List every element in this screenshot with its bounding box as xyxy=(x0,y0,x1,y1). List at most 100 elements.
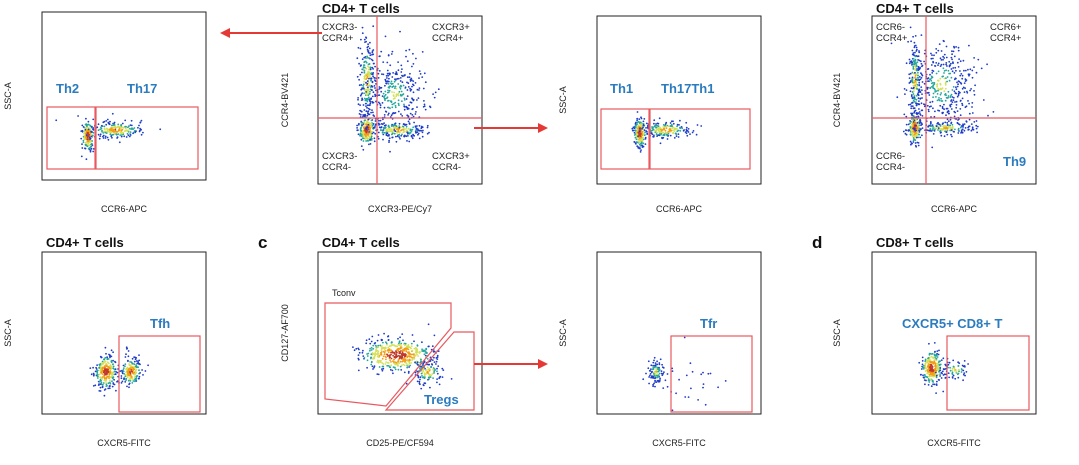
event-dot xyxy=(956,373,959,376)
event-dot xyxy=(105,123,108,126)
event-dot xyxy=(394,124,397,127)
event-dot xyxy=(103,125,106,128)
event-dot xyxy=(105,371,108,374)
event-dot xyxy=(928,124,931,127)
event-dot xyxy=(911,123,913,126)
event-dot xyxy=(395,353,398,356)
event-dot xyxy=(373,62,375,65)
event-dot xyxy=(672,129,674,132)
event-dot xyxy=(138,377,140,380)
event-dot xyxy=(422,370,425,372)
event-dot xyxy=(954,377,957,380)
event-dot xyxy=(423,72,426,75)
event-dot xyxy=(963,360,966,362)
event-dot xyxy=(369,143,372,145)
event-dot xyxy=(86,138,89,141)
event-dot xyxy=(932,84,935,87)
event-dot xyxy=(102,367,105,369)
event-dot xyxy=(92,366,94,369)
event-dot xyxy=(121,380,124,383)
event-dot xyxy=(426,132,429,135)
event-dot xyxy=(391,103,394,106)
event-dot xyxy=(103,365,106,368)
population-label-cxcr5-cd8: CXCR5+ CD8+ T xyxy=(902,316,1002,331)
event-dot xyxy=(904,129,907,132)
cell-density-cloud xyxy=(89,346,150,397)
event-dot xyxy=(409,353,412,355)
event-dot xyxy=(909,26,912,29)
event-dot xyxy=(370,79,373,82)
event-dot xyxy=(923,103,925,106)
event-dot xyxy=(418,87,421,89)
event-dot xyxy=(407,355,410,358)
event-dot xyxy=(933,130,936,132)
event-dot xyxy=(381,95,384,97)
event-dot xyxy=(129,372,132,375)
event-dot xyxy=(414,113,417,115)
event-dot xyxy=(371,66,374,69)
event-dot xyxy=(918,131,921,133)
event-dot xyxy=(951,58,953,61)
event-dot xyxy=(669,134,672,137)
event-dot xyxy=(685,374,688,377)
event-dot xyxy=(115,126,118,129)
event-dot xyxy=(372,344,375,347)
event-dot xyxy=(913,59,915,62)
event-dot xyxy=(426,124,429,127)
event-dot xyxy=(915,98,918,101)
event-dot xyxy=(689,133,691,136)
event-dot xyxy=(390,82,392,85)
event-dot xyxy=(951,135,953,138)
event-dot xyxy=(366,48,369,51)
event-dot xyxy=(398,122,401,125)
event-dot xyxy=(367,63,370,66)
event-dot xyxy=(388,89,391,92)
event-dot xyxy=(397,69,400,72)
event-dot xyxy=(370,111,372,114)
x-axis-label: CXCR5-FITC xyxy=(927,438,981,448)
event-dot xyxy=(919,78,922,81)
event-dot xyxy=(652,385,654,388)
event-dot xyxy=(401,333,404,335)
event-dot xyxy=(945,63,947,66)
event-dot xyxy=(407,86,410,88)
event-dot xyxy=(140,133,143,136)
event-dot xyxy=(119,134,122,137)
event-dot xyxy=(359,104,361,106)
event-dot xyxy=(369,342,372,345)
event-dot xyxy=(909,122,911,125)
event-dot xyxy=(905,89,908,91)
event-dot xyxy=(930,52,932,55)
event-dot xyxy=(936,350,939,352)
event-dot xyxy=(395,78,397,80)
event-dot xyxy=(672,120,674,123)
event-dot xyxy=(365,131,368,134)
event-dot xyxy=(378,102,381,105)
event-dot xyxy=(913,90,915,93)
event-dot xyxy=(953,72,956,74)
event-dot xyxy=(405,55,407,58)
event-dot xyxy=(410,345,413,347)
event-dot xyxy=(400,353,403,356)
event-dot xyxy=(100,364,103,366)
event-dot xyxy=(109,130,112,133)
event-dot xyxy=(358,122,360,125)
event-dot xyxy=(641,134,643,137)
event-dot xyxy=(386,97,388,99)
event-dot xyxy=(408,355,411,358)
event-dot xyxy=(911,49,914,52)
event-dot xyxy=(908,58,911,61)
event-dot xyxy=(391,82,394,85)
event-dot xyxy=(369,66,372,69)
event-dot xyxy=(909,140,912,143)
event-dot xyxy=(896,96,899,99)
event-dot xyxy=(376,339,379,342)
event-dot xyxy=(379,119,382,122)
event-dot xyxy=(386,364,389,367)
event-dot xyxy=(934,371,937,374)
event-dot xyxy=(636,117,639,120)
event-dot xyxy=(140,119,143,122)
event-dot xyxy=(372,75,374,78)
event-dot xyxy=(363,121,366,124)
event-dot xyxy=(360,135,363,137)
